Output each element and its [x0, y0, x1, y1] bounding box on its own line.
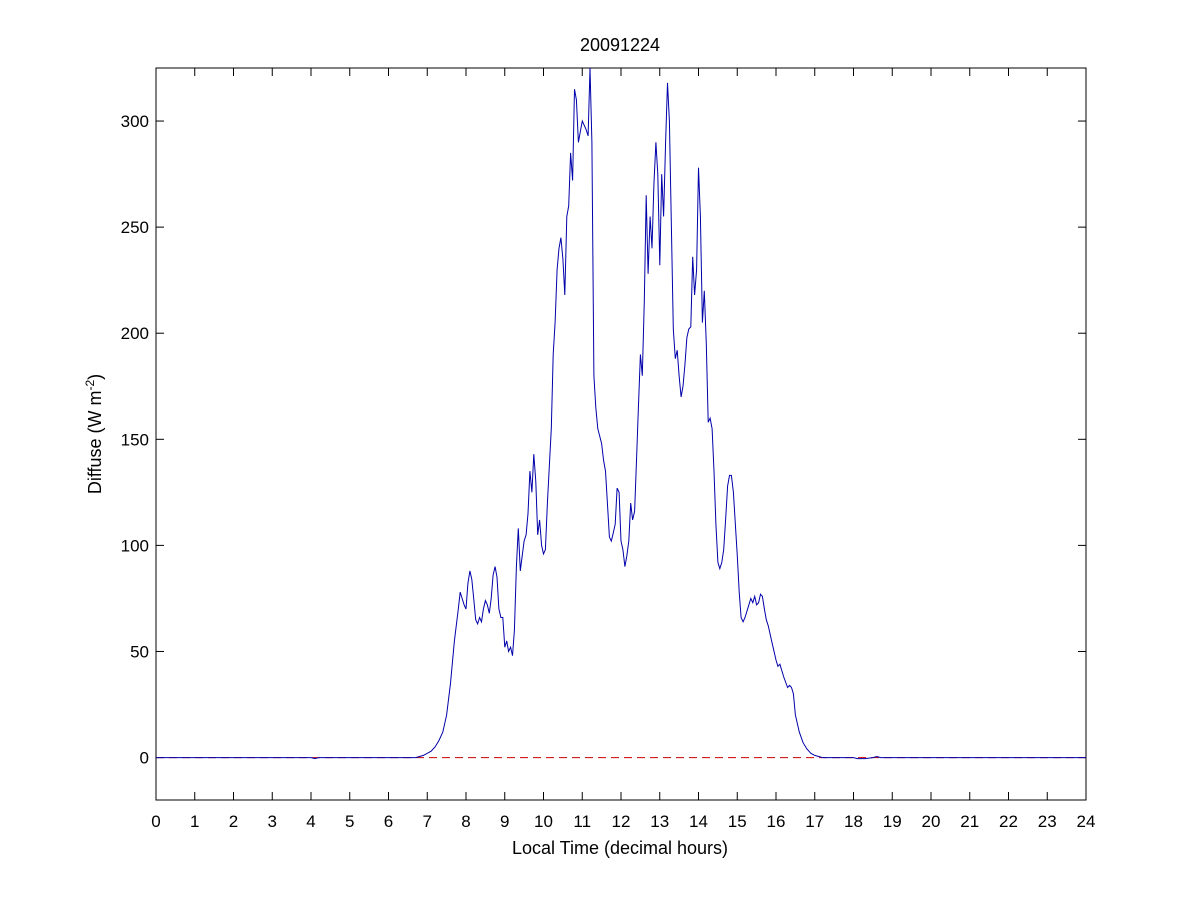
y-axis-label: Diffuse (W m-2): [83, 374, 105, 494]
plot-area: 0 1 2 3 4 5 6 7 8 9 10 11 12 13 14 15 16 17 18 19 20 21 22 23 24…: [121, 67, 1096, 831]
y-tick-label: 0: [140, 749, 149, 768]
x-tick-label: 11: [573, 812, 591, 831]
x-tick-label: 21: [960, 812, 979, 831]
x-tick-label: 15: [728, 812, 747, 831]
y-axis-label-close: ): [85, 374, 105, 380]
x-tick-label: 6: [384, 812, 393, 831]
x-tick-label: 2: [229, 812, 238, 831]
x-tick-label: 19: [883, 812, 902, 831]
chart-title: 20091224: [580, 35, 660, 55]
y-tick-label: 300: [121, 112, 149, 131]
y-tick-label: 250: [121, 218, 149, 237]
x-tick-label: 23: [1038, 812, 1057, 831]
x-tick-label: 22: [999, 812, 1018, 831]
y-tick-label: 100: [121, 536, 149, 555]
x-tick-label: 12: [612, 812, 631, 831]
plot-frame: [155, 67, 1087, 801]
x-tick-label: 7: [423, 812, 432, 831]
y-tick-label: 50: [130, 642, 149, 661]
diffuse-series-line: [156, 67, 1086, 760]
x-tick-label: 3: [268, 812, 277, 831]
y-axis-label-main: Diffuse (W m: [85, 390, 105, 494]
x-tick-label: 13: [650, 812, 669, 831]
x-tick-label: 20: [922, 812, 941, 831]
x-tick-label: 16: [767, 812, 786, 831]
ticks-layer: 0 1 2 3 4 5 6 7 8 9 10 11 12 13 14 15 16 17 18 19 20 21 22 23 24…: [121, 68, 1096, 831]
x-tick-label: 9: [500, 812, 509, 831]
x-tick-label: 8: [461, 812, 470, 831]
y-tick-label: 200: [121, 324, 149, 343]
x-tick-label: 1: [190, 812, 199, 831]
x-tick-label: 4: [306, 812, 315, 831]
x-tick-label: 24: [1077, 812, 1096, 831]
x-tick-label: 18: [844, 812, 863, 831]
y-axis-label-superscript: -2: [83, 379, 97, 390]
x-tick-label: 5: [345, 812, 354, 831]
x-tick-label: 10: [534, 812, 553, 831]
y-tick-label: 150: [121, 430, 149, 449]
x-axis-label: Local Time (decimal hours): [512, 838, 728, 858]
x-tick-label: 14: [689, 812, 708, 831]
x-tick-label: 17: [805, 812, 824, 831]
x-tick-label: 0: [151, 812, 160, 831]
